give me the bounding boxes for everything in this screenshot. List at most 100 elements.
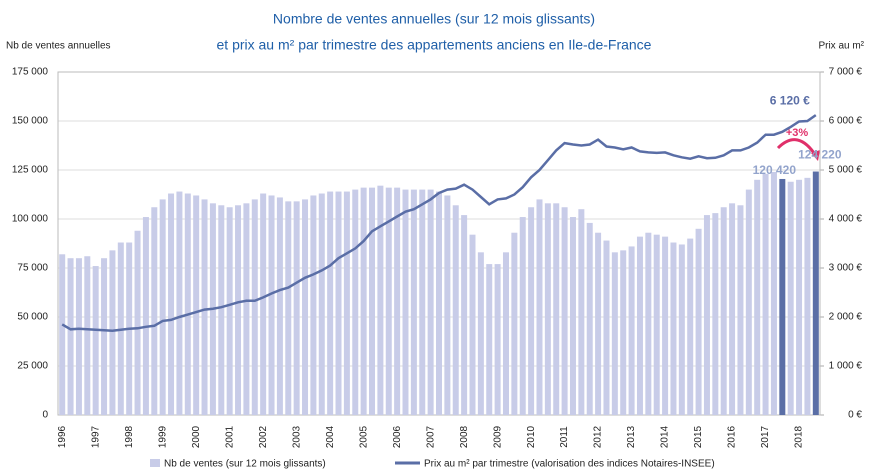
bar	[302, 199, 309, 415]
bar	[276, 197, 283, 415]
x-tick-label: 2008	[459, 425, 470, 448]
bar	[427, 189, 434, 415]
x-tick-label: 2013	[626, 425, 637, 448]
y2-tick-label: 1 000 €	[829, 361, 863, 372]
bar	[369, 187, 376, 415]
bar	[611, 252, 618, 415]
bar	[327, 191, 334, 415]
bar	[678, 244, 685, 415]
legend-label: Prix au m² par trimestre (valorisation d…	[424, 459, 715, 470]
bar	[528, 207, 535, 415]
bar	[703, 215, 710, 415]
bar	[519, 217, 526, 415]
bar	[729, 203, 736, 415]
y-tick-label: 175 000	[12, 67, 49, 78]
y-tick-label: 25 000	[17, 361, 48, 372]
y2-tick-label: 3 000 €	[829, 263, 863, 274]
bar	[151, 207, 158, 415]
chart-title: Nombre de ventes annuelles (sur 12 mois …	[273, 11, 595, 27]
bar	[293, 201, 300, 415]
y-tick-label: 75 000	[17, 263, 48, 274]
legend-label: Nb de ventes (sur 12 mois glissants)	[164, 459, 326, 470]
bar	[762, 173, 769, 415]
bar	[670, 242, 677, 415]
y2-tick-label: 5 000 €	[829, 165, 863, 176]
bar	[662, 236, 669, 415]
bar	[511, 232, 518, 415]
bar	[92, 266, 99, 415]
bar	[235, 205, 242, 415]
x-tick-label: 1999	[157, 425, 168, 448]
bar	[75, 258, 82, 415]
bar	[737, 205, 744, 415]
bar	[645, 232, 652, 415]
legend-swatch	[150, 459, 160, 467]
x-tick-label: 2005	[358, 425, 369, 448]
bar	[787, 181, 794, 415]
data-label: 124 220	[798, 148, 842, 162]
bar	[260, 193, 267, 415]
annotation-arrow	[776, 138, 818, 157]
y2-tick-label: 7 000 €	[829, 67, 863, 78]
bar	[352, 189, 359, 415]
bar	[310, 195, 317, 415]
bar	[360, 187, 367, 415]
bar	[745, 189, 752, 415]
bar	[377, 185, 384, 415]
bar	[134, 230, 141, 415]
y2-tick-label: 6 000 €	[829, 116, 863, 127]
bar	[243, 203, 250, 415]
bar	[84, 256, 91, 415]
bar	[636, 236, 643, 415]
bar	[201, 199, 208, 415]
bar	[318, 193, 325, 415]
bar	[402, 189, 409, 415]
bar	[268, 195, 275, 415]
bar	[285, 201, 292, 415]
bar	[754, 179, 761, 415]
bar	[569, 217, 576, 415]
bar	[218, 205, 225, 415]
bar	[712, 213, 719, 415]
bar	[109, 250, 116, 415]
bar	[59, 254, 66, 415]
y-tick-label: 100 000	[12, 214, 49, 225]
bar	[343, 191, 350, 415]
data-label: 6 120 €	[770, 93, 810, 107]
bar	[770, 171, 777, 415]
x-tick-label: 2004	[325, 425, 336, 448]
x-tick-label: 2001	[224, 425, 235, 448]
bar	[436, 191, 442, 415]
x-tick-label: 2017	[760, 425, 771, 448]
x-tick-label: 2002	[258, 425, 269, 448]
bar	[477, 252, 484, 415]
x-tick-label: 2018	[794, 425, 805, 448]
bar	[159, 199, 166, 415]
bar	[796, 179, 803, 415]
bar	[176, 191, 183, 415]
bar	[142, 217, 149, 415]
y-axis-title: Nb de ventes annuelles	[6, 41, 111, 52]
x-tick-label: 2010	[526, 425, 537, 448]
bar	[419, 189, 426, 415]
annotation: +3%	[786, 127, 809, 139]
bar	[67, 258, 74, 415]
bar	[410, 189, 417, 415]
bar	[469, 234, 476, 415]
chart-title: et prix au m² par trimestre des appartem…	[217, 37, 652, 53]
bar	[536, 199, 543, 415]
bar	[628, 246, 635, 415]
bar	[251, 199, 258, 415]
bar	[486, 264, 493, 415]
x-tick-label: 2015	[693, 425, 704, 448]
y-tick-label: 150 000	[12, 116, 49, 127]
bar	[720, 207, 727, 415]
bar	[653, 234, 660, 415]
y-tick-label: 125 000	[12, 165, 49, 176]
bar	[812, 171, 819, 415]
bar	[335, 191, 342, 415]
bar	[561, 207, 568, 415]
bar	[578, 209, 585, 415]
y2-tick-label: 0 €	[848, 410, 862, 421]
